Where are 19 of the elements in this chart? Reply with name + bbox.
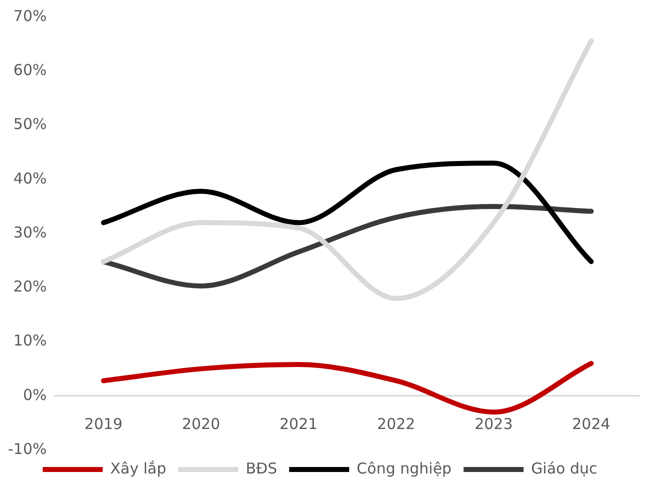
y-tick-label: -10% — [8, 440, 47, 458]
x-tick-label: 2024 — [572, 414, 610, 433]
x-tick-label: 2021 — [280, 414, 318, 433]
legend-label: Công nghiệp — [356, 459, 452, 478]
legend-label: Xây lắp — [110, 459, 166, 478]
y-tick-label: 60% — [13, 61, 47, 80]
x-tick-label: 2022 — [377, 414, 416, 433]
x-tick-label: 2020 — [182, 414, 220, 433]
legend-label: BĐS — [246, 459, 278, 478]
y-tick-label: 70% — [13, 6, 47, 25]
legend-label: Giáo dục — [531, 459, 598, 478]
y-tick-label: 50% — [13, 115, 47, 134]
x-tick-label: 2023 — [474, 414, 513, 433]
y-tick-label: 10% — [13, 332, 47, 350]
y-tick-label: 20% — [13, 278, 47, 296]
y-tick-label: 30% — [13, 223, 47, 242]
y-tick-label: 40% — [13, 169, 47, 188]
x-tick-label: 2019 — [84, 414, 123, 433]
y-tick-label: 0% — [22, 386, 47, 404]
